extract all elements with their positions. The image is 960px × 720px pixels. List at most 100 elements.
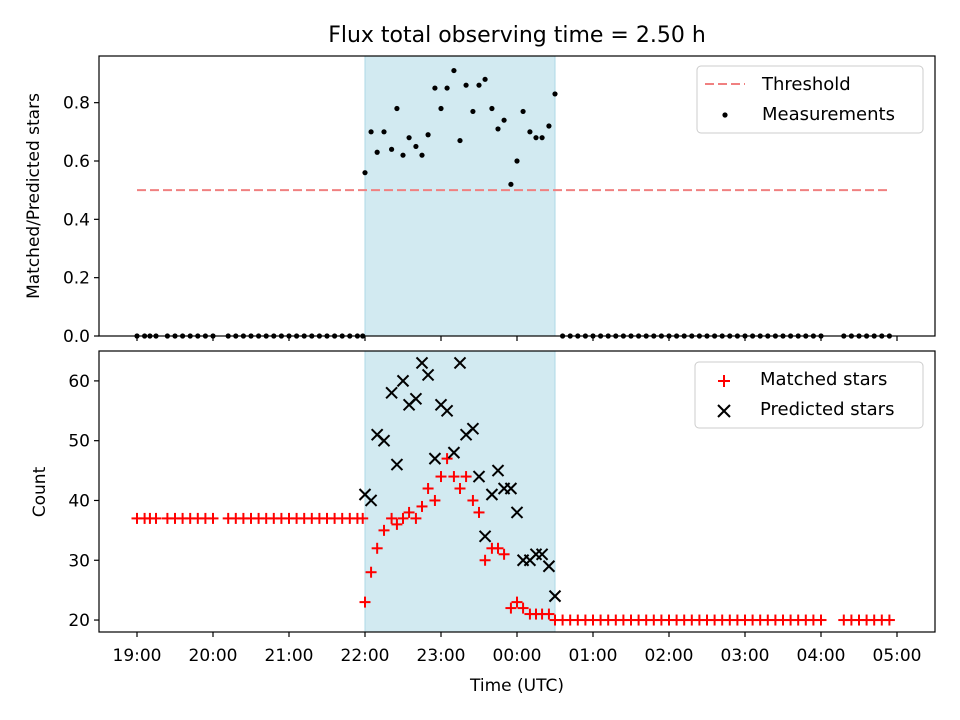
matched-star-marker [422,483,434,495]
bottom-x-tick-label: 22:00 [341,646,390,666]
matched-stars-points [131,453,895,626]
matched-star-marker [435,471,447,483]
matched-star-marker [207,512,219,524]
matched-star-marker [543,608,555,620]
bottom-x-tick-label: 01:00 [569,646,618,666]
top-y-tick-label: 0.2 [63,269,90,289]
matched-star-marker [467,494,479,506]
bottom-y-tick-label: 50 [68,432,90,452]
matched-star-marker [416,500,428,512]
predicted-star-marker [478,530,492,543]
bottom-y-axis-label: Count [30,466,50,517]
bottom-x-tick-label: 23:00 [417,646,466,666]
predicted-star-marker [472,470,486,483]
predicted-star-marker [364,494,378,507]
top-y-tick-label: 0.8 [63,94,90,114]
measurement-point [374,149,380,155]
matched-star-marker [815,614,827,626]
measurement-point [438,105,444,112]
measurement-point [368,129,374,135]
bottom-x-tick-label: 19:00 [113,646,162,666]
matched-star-marker [473,506,485,518]
measurement-point [394,105,400,112]
bottom-legend-box [694,361,924,429]
matched-star-marker [883,614,895,626]
matched-star-marker [357,512,369,524]
top-legend-box [696,65,924,134]
matched-star-marker [429,494,441,506]
measurement-point [501,117,507,123]
matched-star-marker [511,596,523,608]
bottom-y-tick-label: 60 [68,372,90,392]
legend-matched-label: Matched stars [760,369,887,390]
predicted-star-marker [542,560,556,573]
measurement-point [520,108,526,115]
measurement-point [432,85,438,91]
legend-measurements-label: Measurements [762,104,895,125]
predicted-star-marker [485,488,499,501]
measurement-point [400,152,406,158]
measurement-point [463,82,469,88]
measurement-point [552,91,558,97]
measurement-point [508,181,514,187]
predicted-star-marker [453,356,467,370]
matched-star-marker [391,518,403,530]
bottom-y-ticks: 20 30 40 50 60 [68,372,99,631]
matched-star-marker [498,548,510,560]
legend-predicted-label: Predicted stars [760,399,894,420]
predicted-star-marker [535,548,549,561]
predicted-star-marker [421,368,435,382]
bottom-x-tick-label: 04:00 [797,646,846,666]
predicted-star-marker [504,482,518,495]
measurement-point [406,135,412,141]
bottom-panel: 20 30 40 50 60 19:00 20:00 21:00 22:00 23:00 00:0… [30,350,936,696]
predicted-star-marker [510,506,524,519]
legend-matched-swatch [718,375,730,387]
matched-star-marker [378,524,390,536]
matched-star-marker [441,453,453,465]
matched-star-marker [150,512,162,524]
bottom-x-tick-label: 02:00 [645,646,694,666]
bottom-y-tick-label: 40 [68,491,90,511]
legend-threshold-label: Threshold [761,74,851,95]
bottom-legend: Matched stars Predicted stars [694,361,924,429]
bottom-x-tick-label: 05:00 [873,646,922,666]
predicted-star-marker [385,386,398,400]
measurement-point [489,105,495,112]
measurement-point [470,108,476,115]
top-y-ticks: 0.0 0.2 0.4 0.6 0.8 [63,94,99,347]
legend-measurements-swatch [722,112,728,118]
top-y-tick-label: 0.0 [63,327,90,347]
bottom-y-tick-label: 30 [68,551,90,571]
matched-star-marker [386,512,398,524]
measurement-point [546,123,552,129]
predicted-star-marker [491,464,505,477]
predicted-star-marker [409,392,423,406]
x-axis-label: Time (UTC) [469,676,564,696]
predicted-star-marker [548,589,562,603]
chart-title: Flux total observing time = 2.50 h [328,23,706,48]
top-y-axis-label: Matched/Predicted stars [24,93,44,299]
measurement-point [514,158,520,164]
matched-star-marker [359,596,371,608]
predicted-star-marker [466,422,480,435]
measurement-point [362,170,368,176]
bottom-x-tick-label: 03:00 [721,646,770,666]
matched-star-marker [460,471,472,483]
bottom-x-tick-label: 20:00 [189,646,238,666]
measurement-point [413,143,419,150]
matched-star-marker [397,512,409,524]
matched-star-marker [365,566,377,578]
legend-predicted-swatch [717,404,731,418]
measurement-point [495,126,501,132]
measurement-point [482,76,488,82]
predicted-star-marker [447,446,461,459]
predicted-stars-points [358,356,562,603]
measurement-point [527,129,533,135]
measurement-point [533,135,539,141]
matched-star-marker [403,506,415,518]
matched-star-marker [505,602,517,614]
bottom-x-tick-label: 21:00 [265,646,314,666]
top-legend: Threshold Measurements [696,65,924,134]
